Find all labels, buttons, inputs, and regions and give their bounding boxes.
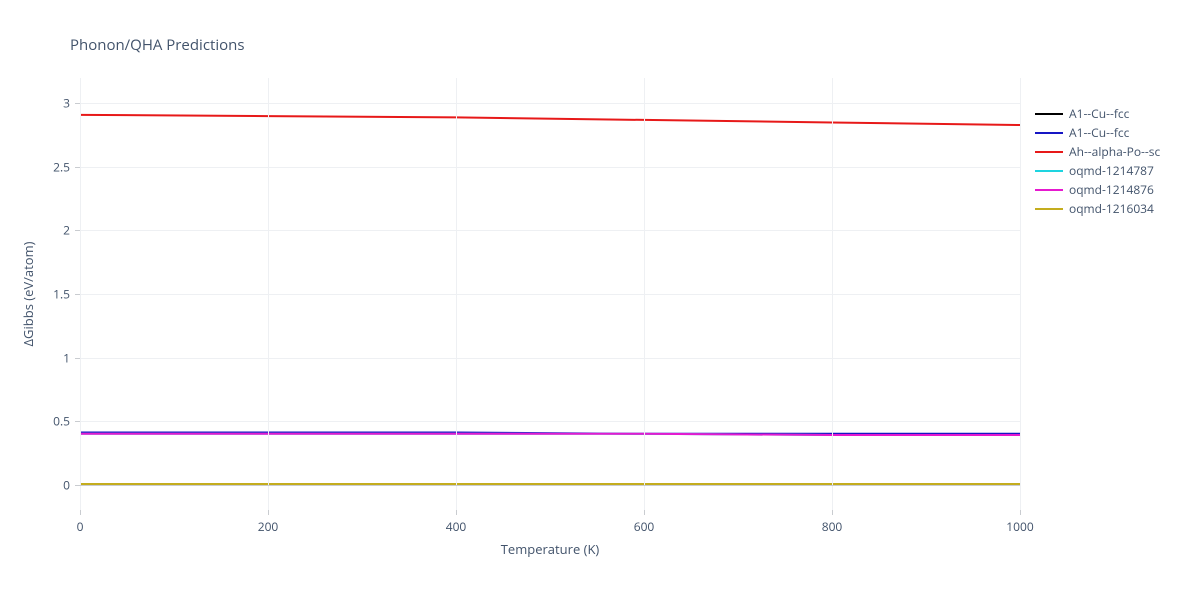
y-tick-label: 0 [63,476,70,493]
x-tick-label: 1000 [1006,518,1033,535]
legend-label: A1--Cu--fcc [1069,105,1129,122]
x-tick-mark [268,510,269,515]
legend-swatch [1035,151,1063,153]
legend-item[interactable]: A1--Cu--fcc [1035,104,1160,123]
x-tick-mark [1020,510,1021,515]
legend-swatch [1035,208,1063,210]
legend-item[interactable]: oqmd-1214787 [1035,161,1160,180]
chart-title: Phonon/QHA Predictions [70,35,245,55]
y-tick-label: 0.5 [53,413,70,430]
legend-label: oqmd-1216034 [1069,200,1154,217]
legend-label: oqmd-1214876 [1069,181,1154,198]
chart-container: Phonon/QHA Predictions Temperature (K) Δ… [0,0,1200,600]
legend-item[interactable]: A1--Cu--fcc [1035,123,1160,142]
gridline-horizontal [80,167,1020,168]
legend-label: A1--Cu--fcc [1069,124,1129,141]
x-axis-label: Temperature (K) [501,540,600,558]
y-tick-mark [75,358,80,359]
zero-line [80,485,1020,486]
legend-swatch [1035,113,1063,115]
x-tick-mark [832,510,833,515]
x-tick-label: 600 [634,518,655,535]
gridline-horizontal [80,421,1020,422]
x-tick-mark [80,510,81,515]
y-tick-mark [75,294,80,295]
legend-label: Ah--alpha-Po--sc [1069,143,1160,160]
legend-swatch [1035,170,1063,172]
y-tick-mark [75,167,80,168]
y-tick-mark [75,485,80,486]
y-tick-mark [75,230,80,231]
legend-label: oqmd-1214787 [1069,162,1154,179]
x-tick-label: 200 [258,518,279,535]
x-tick-label: 400 [446,518,467,535]
x-tick-mark [456,510,457,515]
legend-swatch [1035,189,1063,191]
legend: A1--Cu--fcc A1--Cu--fcc Ah--alpha-Po--sc oq… [1035,104,1160,218]
x-tick-mark [644,510,645,515]
gridline-horizontal [80,358,1020,359]
plot-area[interactable] [80,78,1020,510]
y-tick-label: 2 [63,222,70,239]
gridline-horizontal [80,230,1020,231]
y-tick-label: 1 [63,349,70,366]
y-tick-label: 3 [63,95,70,112]
legend-item[interactable]: oqmd-1216034 [1035,199,1160,218]
x-tick-label: 800 [822,518,843,535]
legend-swatch [1035,132,1063,134]
legend-item[interactable]: oqmd-1214876 [1035,180,1160,199]
gridline-horizontal [80,103,1020,104]
series-line[interactable] [80,115,1020,125]
x-tick-label: 0 [77,518,84,535]
legend-item[interactable]: Ah--alpha-Po--sc [1035,142,1160,161]
y-tick-label: 1.5 [53,286,70,303]
gridline-horizontal [80,294,1020,295]
y-axis-label: ΔGibbs (eV/atom) [19,242,37,347]
y-tick-mark [75,103,80,104]
y-tick-label: 2.5 [53,158,70,175]
gridline-vertical [1020,78,1021,510]
y-tick-mark [75,421,80,422]
